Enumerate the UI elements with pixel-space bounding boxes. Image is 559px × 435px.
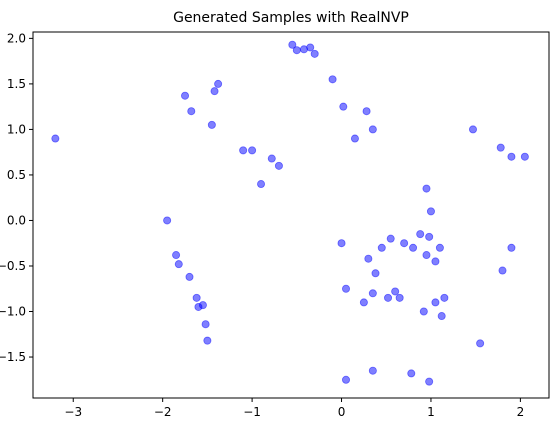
data-point	[364, 254, 373, 263]
y-tick-label: 1.0	[7, 122, 26, 136]
data-point	[400, 239, 409, 248]
x-tick-label: 2	[517, 405, 525, 419]
data-point	[288, 40, 297, 49]
data-point	[306, 43, 315, 52]
data-point	[359, 298, 368, 307]
data-point	[174, 260, 183, 269]
y-tick-label: 1.5	[7, 77, 26, 91]
x-tick-label: 0	[338, 405, 346, 419]
y-tick-label: 2.0	[7, 31, 26, 45]
data-point	[371, 269, 380, 278]
data-point	[201, 320, 210, 329]
data-point	[362, 107, 371, 116]
data-point	[507, 243, 516, 252]
data-point	[339, 102, 348, 111]
data-point	[507, 152, 516, 161]
data-point	[257, 180, 266, 189]
data-point	[172, 251, 181, 260]
y-tick-label: 0.5	[7, 168, 26, 182]
data-point	[520, 152, 529, 161]
data-point	[350, 134, 359, 143]
data-point	[207, 120, 216, 129]
data-point	[440, 293, 449, 302]
data-point	[391, 287, 400, 296]
y-tick-label: −1.5	[0, 350, 26, 364]
data-point	[341, 284, 350, 293]
data-point	[181, 91, 190, 100]
data-point	[248, 146, 257, 155]
data-point	[498, 266, 507, 275]
data-point	[425, 377, 434, 386]
data-point	[409, 243, 418, 252]
data-point	[407, 369, 416, 378]
data-point	[422, 251, 431, 260]
y-tick-label: −1.0	[0, 305, 26, 319]
data-point	[274, 161, 283, 170]
points-layer	[51, 40, 529, 386]
data-point	[368, 289, 377, 298]
data-point	[310, 49, 319, 58]
data-point	[368, 366, 377, 375]
data-point	[337, 239, 346, 248]
data-point	[425, 232, 434, 241]
data-point	[496, 143, 505, 152]
x-tick-label: 1	[427, 405, 435, 419]
data-point	[435, 243, 444, 252]
data-point	[416, 230, 425, 239]
x-tick-label: −3	[64, 405, 82, 419]
data-point	[431, 298, 440, 307]
data-point	[377, 243, 386, 252]
data-point	[267, 154, 276, 163]
y-tick-label: 0.0	[7, 213, 26, 227]
data-point	[51, 134, 60, 143]
ticks-layer: −3 −2 −1 0 1 2 −1.5 −1.0 −0.5 0.0 0.5 1.0 1.5 2.0	[0, 31, 524, 419]
data-point	[419, 307, 428, 316]
data-point	[386, 234, 395, 243]
data-point	[384, 293, 393, 302]
data-point	[187, 107, 196, 116]
chart-title: Generated Samples with RealNVP	[173, 10, 409, 26]
data-point	[476, 339, 485, 348]
axes-frame	[32, 31, 550, 399]
data-point	[431, 257, 440, 266]
data-point	[239, 146, 248, 155]
data-point	[185, 272, 194, 281]
data-point	[163, 216, 172, 225]
data-point	[292, 46, 301, 55]
x-tick-label: −1	[243, 405, 261, 419]
data-point	[214, 79, 223, 88]
data-point	[192, 293, 201, 302]
data-point	[328, 75, 337, 84]
y-tick-label: −0.5	[0, 259, 26, 273]
data-point	[210, 87, 219, 96]
data-point	[422, 184, 431, 193]
data-point	[198, 301, 207, 310]
data-point	[341, 375, 350, 384]
data-point	[426, 207, 435, 216]
data-point	[203, 336, 212, 345]
x-tick-label: −2	[154, 405, 172, 419]
data-point	[395, 293, 404, 302]
data-point	[468, 125, 477, 134]
data-point	[368, 125, 377, 134]
data-point	[437, 312, 446, 321]
